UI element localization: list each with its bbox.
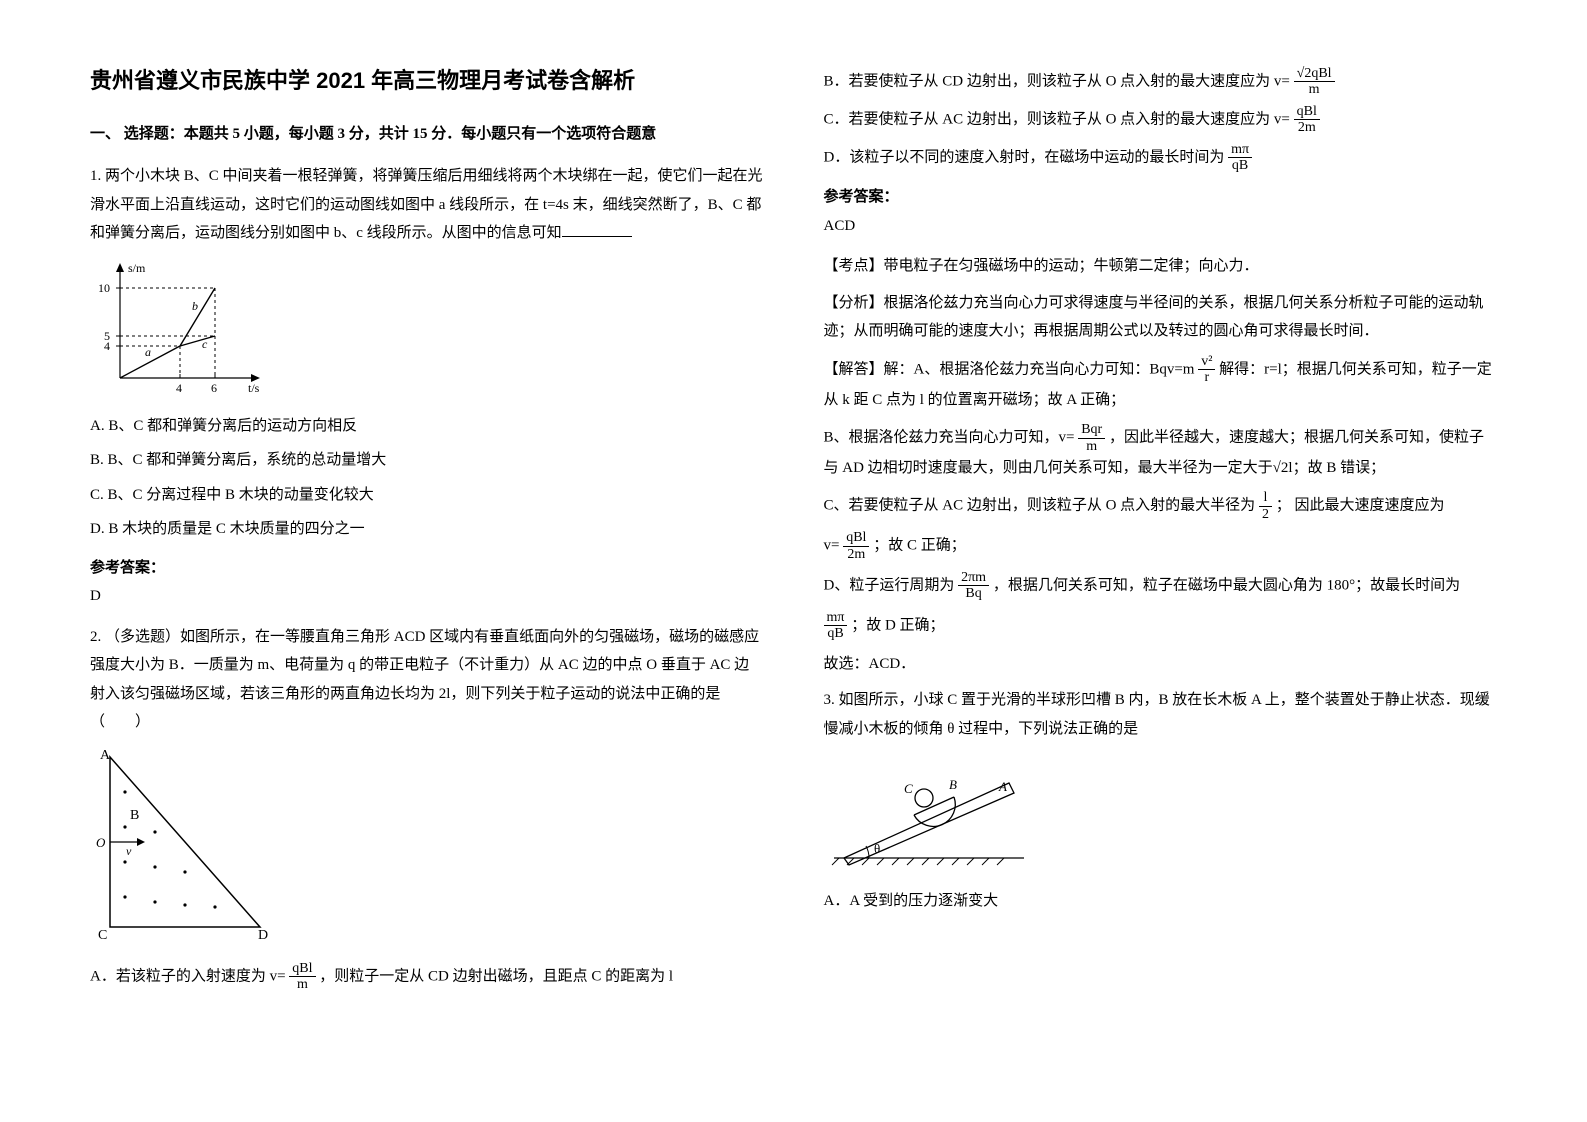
q1-body: 1. 两个小木块 B、C 中间夹着一根轻弹簧，将弹簧压缩后用细线将两个木块绑在一… [90, 162, 764, 248]
q1-answer-head: 参考答案： [90, 554, 764, 583]
svg-text:C: C [98, 928, 107, 943]
svg-text:θ: θ [874, 841, 880, 856]
svg-text:b: b [192, 299, 198, 313]
q2-option-b: B．若要使粒子从 CD 边射出，则该粒子从 O 点入射的最大速度应为 v= √2… [824, 66, 1498, 98]
q1-diagram: s/m t/s 10 5 4 4 6 a b c [90, 258, 764, 398]
svg-text:10: 10 [98, 281, 110, 295]
q2-answer-head: 参考答案： [824, 183, 1498, 212]
q1-option-c: C. B、C 分离过程中 B 木块的动量变化较大 [90, 481, 764, 510]
svg-text:O: O [96, 835, 106, 850]
x-axis-label: t/s [248, 381, 260, 395]
svg-text:6: 6 [211, 381, 217, 395]
q3-body: 3. 如图所示，小球 C 置于光滑的半球形凹槽 B 内，B 放在长木板 A 上，… [824, 686, 1498, 743]
q2-exp7: 故选：ACD． [824, 650, 1498, 679]
left-column: 贵州省遵义市民族中学 2021 年高三物理月考试卷含解析 一、 选择题：本题共 … [90, 60, 764, 1062]
svg-text:v: v [126, 844, 132, 858]
q1-option-b: B. B、C 都和弹簧分离后，系统的总动量增大 [90, 446, 764, 475]
svg-text:4: 4 [104, 339, 110, 353]
svg-text:B: B [130, 808, 139, 823]
q1-option-a: A. B、C 都和弹簧分离后的运动方向相反 [90, 412, 764, 441]
q3-diagram: θ A B C [824, 753, 1498, 873]
q2-exp5b: v= qBl2m ；故 C 正确； [824, 530, 1498, 562]
svg-text:a: a [145, 345, 151, 359]
q2-exp5: C、若要使粒子从 AC 边射出，则该粒子从 O 点入射的最大半径为 l2 ； 因… [824, 490, 1498, 522]
svg-text:4: 4 [176, 381, 182, 395]
y-axis-label: s/m [128, 261, 146, 275]
q2-exp4: B、根据洛伦兹力充当向心力可知，v= Bqrm ，因此半径越大，速度越大；根据几… [824, 422, 1498, 482]
q2-exp3: 【解答】解：A、根据洛伦兹力充当向心力可知：Bqv=m v²r 解得：r=l；根… [824, 354, 1498, 414]
q2-option-d: D．该粒子以不同的速度入射时，在磁场中运动的最长时间为 mπqB [824, 142, 1498, 174]
q1-answer: D [90, 582, 764, 611]
svg-text:C: C [904, 781, 913, 796]
q1-option-d: D. B 木块的质量是 C 木块质量的四分之一 [90, 515, 764, 544]
q2-option-a: A．若该粒子的入射速度为 v= qBlm ，则粒子一定从 CD 边射出磁场，且距… [90, 961, 764, 993]
q3-option-a: A．A 受到的压力逐渐变大 [824, 887, 1498, 916]
section-heading: 一、 选择题：本题共 5 小题，每小题 3 分，共计 15 分．每小题只有一个选… [90, 120, 764, 149]
q2-exp2: 【分析】根据洛伦兹力充当向心力可求得速度与半径间的关系，根据几何关系分析粒子可能… [824, 289, 1498, 346]
svg-text:B: B [949, 777, 957, 792]
q2-exp6b: mπqB ；故 D 正确； [824, 610, 1498, 642]
svg-text:A: A [998, 779, 1007, 794]
right-column: B．若要使粒子从 CD 边射出，则该粒子从 O 点入射的最大速度应为 v= √2… [824, 60, 1498, 1062]
q2-exp6: D、粒子运行周期为 2πmBq ，根据几何关系可知，粒子在磁场中最大圆心角为 1… [824, 570, 1498, 602]
q2-body: 2. （多选题）如图所示，在一等腰直角三角形 ACD 区域内有垂直纸面向外的匀强… [90, 623, 764, 737]
q2-option-c: C．若要使粒子从 AC 边射出，则该粒子从 O 点入射的最大速度应为 v= qB… [824, 104, 1498, 136]
page-title: 贵州省遵义市民族中学 2021 年高三物理月考试卷含解析 [90, 60, 764, 102]
q2-exp1: 【考点】带电粒子在匀强磁场中的运动；牛顿第二定律；向心力． [824, 252, 1498, 281]
svg-text:D: D [258, 928, 268, 943]
svg-text:c: c [202, 337, 208, 351]
q2-diagram: A C D O B v [90, 747, 764, 947]
svg-text:A: A [100, 748, 111, 763]
q2-answer: ACD [824, 212, 1498, 241]
